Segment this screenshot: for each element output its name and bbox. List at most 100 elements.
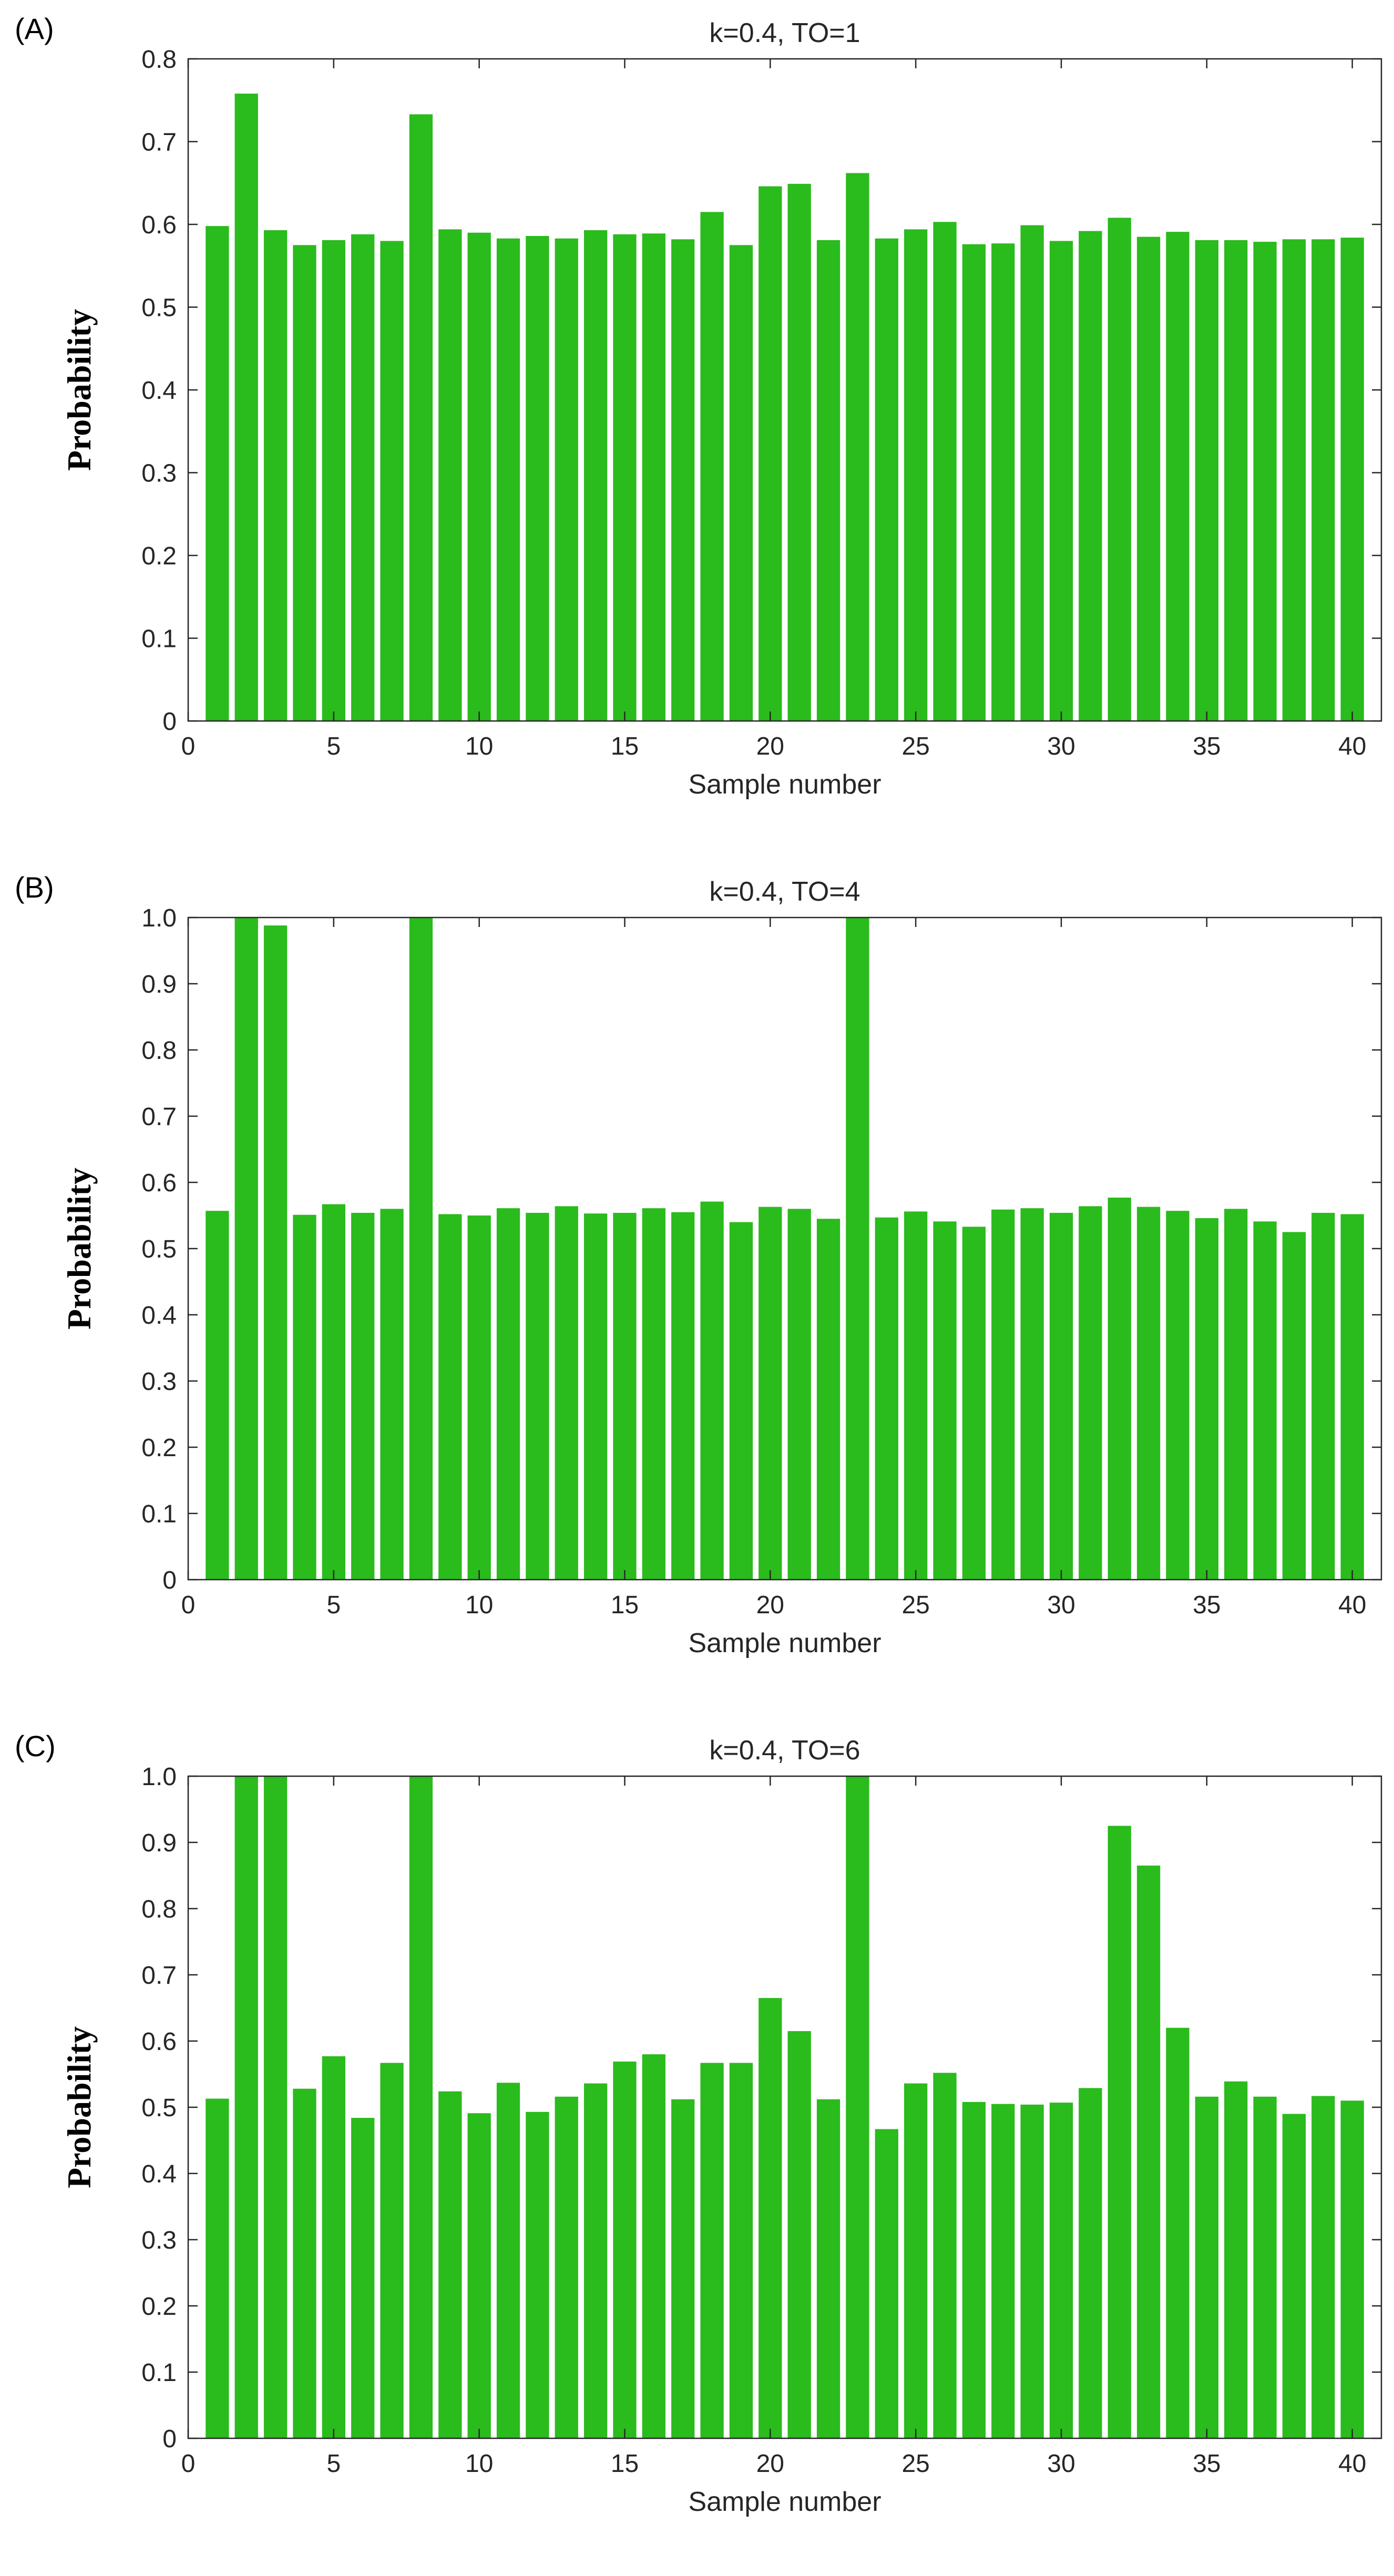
bar-sample-14	[583, 2083, 608, 2438]
y-tick-label: 0.6	[141, 1169, 177, 1197]
bar-sample-8	[409, 1776, 433, 2438]
bar-sample-35	[1195, 2096, 1218, 2438]
chart-title: k=0.4, TO=4	[709, 877, 860, 907]
bar-sample-19	[729, 245, 753, 721]
bar-sample-29	[1020, 2104, 1044, 2438]
bar-sample-24	[875, 238, 898, 721]
bar-sample-32	[1108, 218, 1131, 721]
bar-sample-31	[1079, 1206, 1102, 1580]
bar-sample-24	[875, 1217, 898, 1580]
y-tick-label: 0.9	[141, 1829, 177, 1857]
y-tick-label: 0.1	[141, 625, 177, 653]
x-tick-label: 35	[1193, 1591, 1221, 1619]
bar-sample-29	[1020, 225, 1044, 721]
bar-sample-32	[1108, 1826, 1131, 2438]
bar-sample-26	[933, 1221, 957, 1580]
bar-sample-21	[787, 1209, 811, 1580]
x-tick-label: 10	[465, 733, 493, 760]
x-tick-label: 30	[1047, 733, 1075, 760]
bar-sample-18	[700, 212, 724, 721]
bar-sample-10	[467, 1215, 491, 1580]
y-tick-label: 0.9	[141, 971, 177, 998]
y-tick-label: 0.5	[141, 1235, 177, 1263]
x-tick-label: 40	[1338, 2450, 1366, 2478]
bar-sample-30	[1049, 1212, 1073, 1580]
y-tick-label: 0.2	[141, 1434, 177, 1462]
bar-sample-20	[758, 1207, 782, 1580]
y-axis-label: Probability	[60, 309, 98, 471]
bar-sample-6	[351, 234, 375, 721]
x-tick-label: 5	[326, 2450, 341, 2478]
x-tick-label: 40	[1338, 733, 1366, 760]
bar-sample-6	[351, 1212, 375, 1580]
bar-sample-15	[613, 234, 637, 721]
bar-sample-5	[322, 240, 345, 721]
chart-title: k=0.4, TO=6	[709, 1735, 860, 1766]
bar-sample-37	[1253, 1221, 1277, 1580]
bar-sample-39	[1311, 239, 1335, 722]
y-tick-label: 0.5	[141, 294, 177, 322]
y-tick-label: 0.4	[141, 377, 177, 405]
x-tick-label: 25	[901, 2450, 929, 2478]
x-tick-label: 15	[611, 1591, 639, 1619]
bar-sample-40	[1340, 2100, 1364, 2438]
y-tick-label: 0.7	[141, 1103, 177, 1131]
bar-sample-30	[1049, 2103, 1073, 2438]
bar-sample-23	[846, 918, 869, 1580]
bar-sample-7	[380, 1209, 404, 1580]
bar-sample-37	[1253, 2096, 1277, 2438]
y-tick-label: 0.1	[141, 2359, 177, 2387]
x-tick-label: 0	[181, 733, 196, 760]
panel-label: (B)	[15, 871, 54, 904]
bar-sample-17	[671, 2099, 695, 2438]
bar-sample-15	[613, 2062, 637, 2438]
bar-sample-36	[1224, 2081, 1248, 2438]
bar-sample-1	[206, 2098, 229, 2438]
bar-sample-23	[846, 173, 869, 722]
bar-sample-8	[409, 114, 433, 721]
chart-title: k=0.4, TO=1	[709, 18, 860, 48]
bar-sample-11	[496, 238, 520, 721]
y-tick-label: 0.4	[141, 2160, 177, 2188]
bar-sample-36	[1224, 1209, 1248, 1580]
bar-sample-37	[1253, 242, 1277, 721]
y-tick-label: 0.8	[141, 1895, 177, 1923]
x-tick-label: 5	[326, 733, 341, 760]
y-tick-label: 0.8	[141, 46, 177, 74]
bar-sample-27	[962, 1227, 986, 1580]
x-tick-label: 10	[465, 2450, 493, 2478]
bar-sample-20	[758, 186, 782, 721]
bar-sample-25	[904, 229, 928, 721]
x-tick-label: 30	[1047, 1591, 1075, 1619]
chart-b: (B) k=0.4, TO=4 0 5 10 15 20 25 30 35 40 0 0.1 0.2 0.3…	[15, 871, 1382, 1658]
x-tick-label: 10	[465, 1591, 493, 1619]
x-tick-label: 20	[756, 733, 784, 760]
chart-c: (C) k=0.4, TO=6 0 5 10 15 20 25 30 35 40 0 0.1 0.2 0.3…	[15, 1729, 1382, 2517]
bar-sample-33	[1136, 236, 1161, 721]
bar-sample-34	[1166, 232, 1190, 721]
bar-sample-8	[409, 918, 433, 1580]
y-axis-label: Probability	[60, 1168, 98, 1330]
x-tick-label: 25	[901, 733, 929, 760]
x-tick-label: 40	[1338, 1591, 1366, 1619]
bar-sample-29	[1020, 1208, 1044, 1580]
bar-sample-5	[322, 1204, 345, 1580]
bar-sample-12	[526, 2111, 549, 2438]
y-tick-label: 0.6	[141, 2028, 177, 2056]
bar-sample-19	[729, 1222, 753, 1580]
bar-sample-30	[1049, 241, 1073, 721]
panel-a: (A) k=0.4, TO=1 0 5 10 15 20 25 30 35 40 0 0.1 0.2 0.3…	[0, 0, 1394, 859]
x-tick-label: 25	[901, 1591, 929, 1619]
bar-sample-36	[1224, 240, 1248, 721]
bar-sample-3	[263, 925, 288, 1580]
x-tick-label: 0	[181, 1591, 196, 1619]
bar-sample-35	[1195, 240, 1218, 721]
bar-sample-4	[293, 1214, 316, 1580]
y-tick-label: 0.6	[141, 211, 177, 239]
bar-sample-33	[1136, 1866, 1161, 2438]
bar-sample-16	[642, 2054, 665, 2438]
bar-sample-11	[496, 2083, 520, 2438]
bar-sample-10	[467, 2113, 491, 2438]
bar-sample-13	[555, 2096, 578, 2438]
y-tick-label: 0.7	[141, 1962, 177, 1990]
